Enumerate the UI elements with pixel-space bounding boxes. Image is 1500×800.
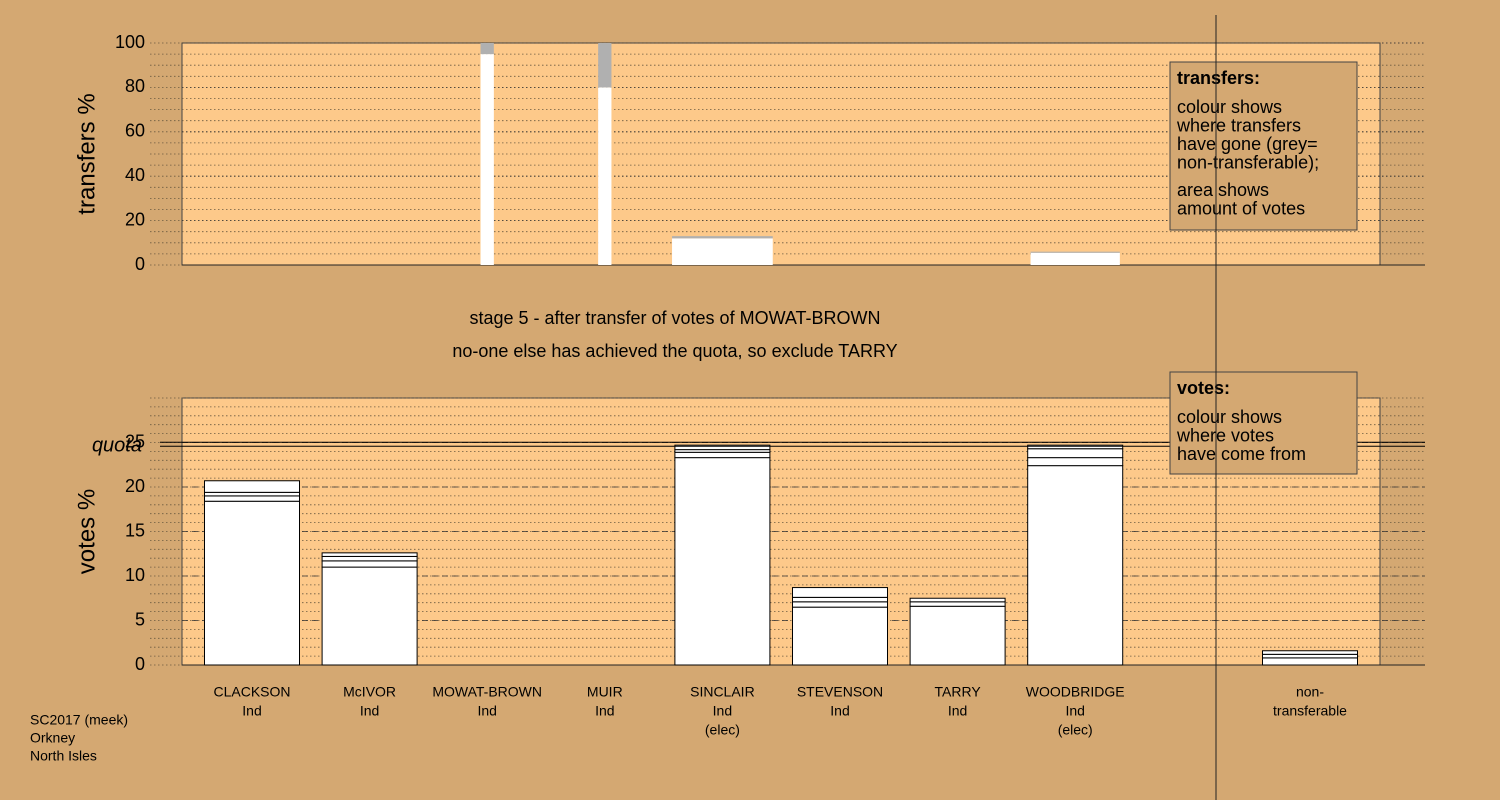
legend-text: where transfers — [1176, 115, 1301, 135]
bar-segment — [909, 601, 1006, 607]
x-tick-label: transferable — [1273, 703, 1347, 719]
y-tick-label: 0 — [135, 254, 145, 274]
bar-segment — [672, 238, 773, 265]
bar-segment — [674, 451, 771, 459]
x-tick-label: Ind — [713, 703, 732, 719]
x-tick-label: Ind — [477, 703, 496, 719]
bar-segment — [1027, 448, 1124, 459]
bar-segment — [480, 43, 494, 55]
legend-text: amount of votes — [1177, 198, 1305, 218]
bar-segment — [1262, 650, 1358, 655]
footer: SC2017 (meek) — [30, 712, 128, 728]
y-tick-label: 60 — [125, 121, 145, 141]
legend-text: colour shows — [1177, 407, 1282, 427]
x-tick-label: CLACKSON — [213, 684, 290, 700]
x-tick-label: McIVOR — [343, 684, 396, 700]
bar-segment — [674, 457, 771, 666]
legend-text: non-transferable); — [1177, 152, 1319, 172]
y-tick-label: 100 — [115, 32, 145, 52]
bar-segment — [909, 597, 1006, 603]
legend-box — [1169, 61, 1358, 231]
x-tick-label: Ind — [1065, 703, 1084, 719]
bar-segment — [321, 566, 418, 666]
bar-segment — [672, 236, 773, 239]
bar-segment — [792, 606, 888, 666]
y-tick-label: 0 — [135, 654, 145, 674]
bar-segment — [792, 601, 888, 608]
x-tick-label: non- — [1296, 684, 1324, 700]
bar-segment — [1030, 252, 1120, 265]
x-tick-label: STEVENSON — [797, 684, 883, 700]
quota-label: quota — [92, 435, 142, 457]
x-tick-label: TARRY — [935, 684, 982, 700]
legend-title: votes: — [1177, 378, 1230, 398]
bar-segment — [1030, 251, 1120, 253]
x-tick-label: Ind — [360, 703, 379, 719]
legend-text: have gone (grey= — [1177, 134, 1318, 154]
bar-segment — [321, 555, 418, 562]
x-tick-label: Ind — [948, 703, 967, 719]
bar-segment — [674, 444, 771, 451]
x-tick-label: SINCLAIR — [690, 684, 755, 700]
legend-text: where votes — [1176, 425, 1274, 445]
footer: North Isles — [30, 748, 97, 764]
y-tick-label: 25 — [125, 431, 145, 451]
legend-text: colour shows — [1177, 97, 1282, 117]
y-tick-label: 80 — [125, 76, 145, 96]
x-tick-label: MUIR — [587, 684, 623, 700]
bar-segment — [598, 87, 612, 266]
x-tick-label: (elec) — [705, 722, 740, 738]
y-tick-label: 20 — [125, 209, 145, 229]
x-tick-label: Ind — [595, 703, 614, 719]
bar-segment — [1027, 444, 1124, 450]
y-tick-label: 10 — [125, 565, 145, 585]
legend-text: area shows — [1177, 180, 1269, 200]
y-tick-label: 5 — [135, 609, 145, 629]
bar-segment — [1262, 653, 1358, 659]
y-axis-label: transfers % — [73, 93, 100, 214]
x-tick-label: WOODBRIDGE — [1026, 684, 1125, 700]
legend-title: transfers: — [1177, 68, 1260, 88]
bar-segment — [792, 596, 888, 603]
bar-segment — [204, 480, 300, 493]
bar-segment — [204, 495, 300, 502]
caption: stage 5 - after transfer of votes of MOW… — [469, 308, 880, 328]
bar-segment — [321, 560, 418, 568]
y-axis-label: votes % — [73, 489, 100, 574]
caption: no-one else has achieved the quota, so e… — [452, 341, 897, 361]
legend-text: have come from — [1177, 444, 1306, 464]
bar-segment — [204, 500, 300, 666]
bar-segment — [1262, 657, 1358, 666]
bar-segment — [598, 43, 612, 88]
y-tick-label: 40 — [125, 165, 145, 185]
bar-segment — [204, 491, 300, 497]
x-tick-label: Ind — [830, 703, 849, 719]
x-tick-label: Ind — [242, 703, 261, 719]
y-tick-label: 15 — [125, 520, 145, 540]
footer: Orkney — [30, 730, 75, 746]
bar-segment — [909, 605, 1006, 666]
x-tick-label: (elec) — [1058, 722, 1093, 738]
legend-box — [1169, 371, 1358, 475]
y-tick-label: 20 — [125, 476, 145, 496]
bar-segment — [321, 552, 418, 557]
bar-segment — [1027, 465, 1124, 666]
bar-segment — [1027, 457, 1124, 467]
bar-segment — [480, 54, 494, 265]
x-tick-label: MOWAT-BROWN — [432, 684, 542, 700]
bar-segment — [792, 587, 888, 598]
